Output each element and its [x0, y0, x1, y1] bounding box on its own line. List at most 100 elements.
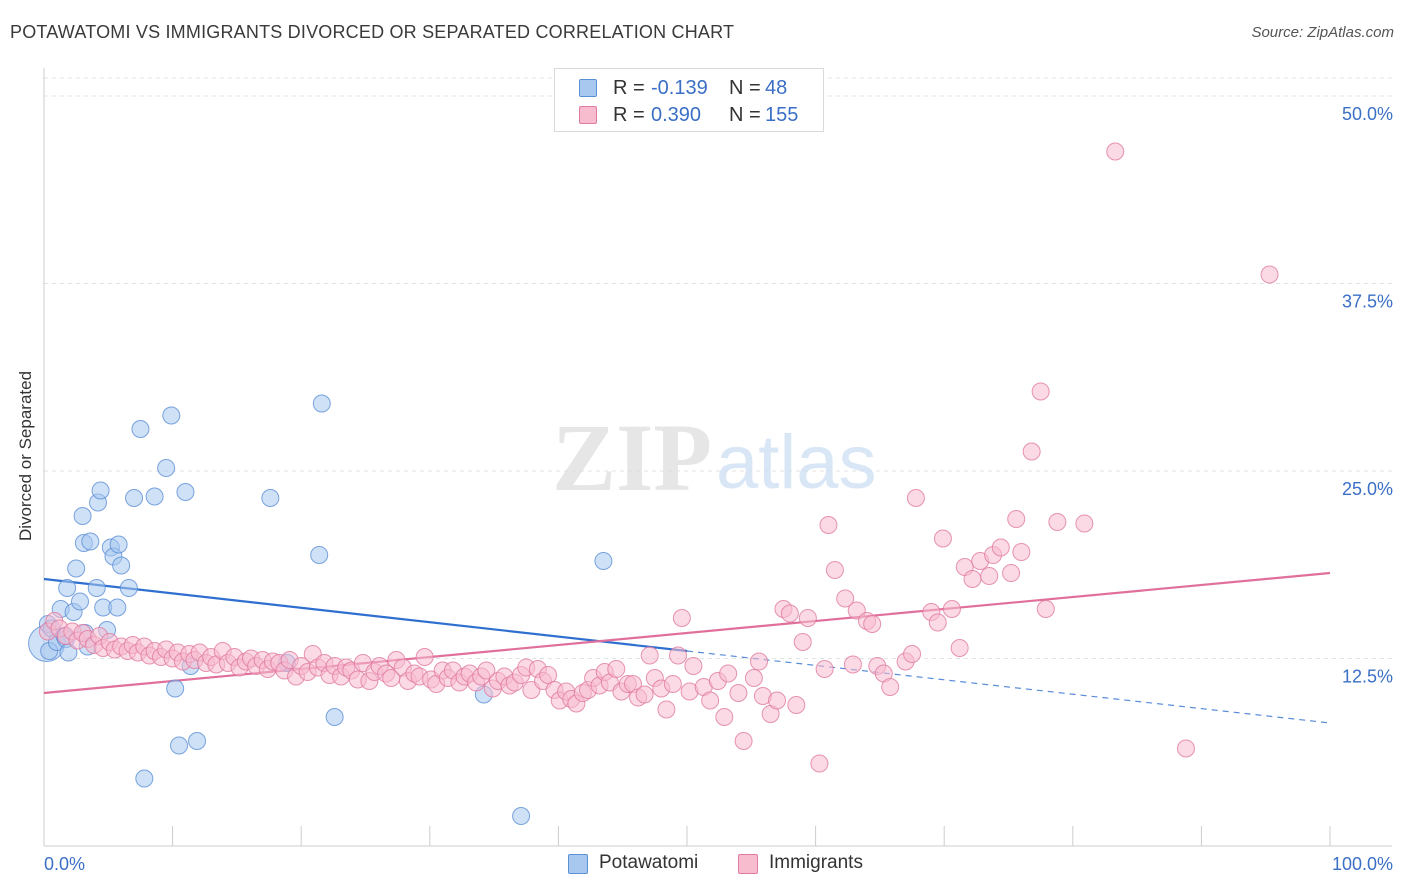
series-label: Immigrants — [769, 852, 863, 873]
legend-n-label: N = — [729, 77, 761, 99]
immigrants-point — [1036, 600, 1055, 618]
potawatomi-point — [261, 489, 280, 507]
immigrants-point — [1022, 442, 1041, 461]
data-points — [28, 142, 1279, 825]
potawatomi-point — [145, 487, 164, 506]
legend-r-label: R = — [613, 77, 645, 99]
immigrants-point — [793, 633, 812, 651]
potawatomi-point — [112, 556, 131, 575]
potawatomi-point — [58, 579, 77, 597]
legend-r-value: 0.390 — [651, 104, 702, 126]
potawatomi-point — [170, 736, 189, 755]
potawatomi-point — [71, 592, 90, 611]
immigrants-point — [825, 561, 844, 579]
trend-lines — [43, 571, 1331, 724]
x-tick-label: 100.0% — [1332, 854, 1393, 874]
potawatomi-point — [91, 481, 110, 500]
potawatomi-point — [157, 459, 176, 477]
immigrants-point — [903, 645, 922, 663]
potawatomi-point — [176, 483, 195, 501]
potawatomi-point — [109, 535, 128, 554]
immigrants-point — [640, 646, 659, 665]
immigrants-point — [906, 489, 925, 507]
immigrants-point — [1176, 739, 1195, 758]
potawatomi-point — [162, 406, 181, 425]
potawatomi-point — [166, 679, 185, 698]
immigrants-point — [836, 589, 855, 608]
immigrants-point — [810, 754, 829, 773]
immigrants-point — [672, 609, 691, 627]
immigrants-point — [415, 648, 434, 666]
immigrants-point — [744, 669, 763, 687]
potawatomi-point — [325, 708, 344, 726]
watermark: ZIP atlas — [552, 404, 877, 511]
y-axis-label: Divorced or Separated — [16, 370, 35, 542]
correlation-legend: R = -0.139 N = 48 R = 0.390 N = 155 — [554, 68, 824, 132]
immigrants-point — [863, 615, 882, 633]
watermark-atlas: atlas — [716, 420, 877, 505]
legend-r-label: R = — [613, 104, 645, 126]
immigrants-point — [1075, 514, 1094, 533]
potawatomi-trend-extension — [686, 650, 1331, 724]
potawatomi-point — [594, 552, 613, 570]
immigrants-point — [780, 604, 799, 623]
potawatomi-point — [188, 732, 207, 750]
immigrants-point — [701, 691, 720, 710]
potawatomi-point — [312, 394, 331, 413]
immigrants-point — [539, 666, 558, 684]
immigrants-point — [607, 660, 626, 678]
immigrants-point — [635, 685, 654, 704]
x-tick-label: 0.0% — [44, 854, 85, 874]
potawatomi-point — [125, 489, 144, 507]
legend-r-value: -0.139 — [651, 77, 708, 99]
immigrants-point — [843, 655, 862, 674]
tick-labels: 12.5% 25.0% 37.5% 50.0% 0.0% 100.0% — [44, 104, 1393, 874]
y-tick-label: 25.0% — [1342, 479, 1393, 499]
immigrants-point — [991, 538, 1010, 557]
potawatomi-point — [119, 579, 138, 597]
legend-n-value: 155 — [765, 104, 799, 126]
series-swatch-immigrants — [738, 854, 758, 874]
legend-row-immigrants: R = 0.390 N = 155 — [555, 101, 823, 127]
immigrants-point — [933, 529, 952, 548]
legend-swatch-potawatomi — [579, 79, 597, 97]
series-label: Potawatomi — [599, 852, 699, 873]
potawatomi-point — [310, 546, 329, 564]
potawatomi-point — [81, 532, 100, 551]
immigrants-point — [980, 567, 999, 585]
immigrants-point — [684, 657, 703, 675]
potawatomi-point — [67, 559, 86, 578]
watermark-zip: ZIP — [552, 404, 712, 511]
immigrants-point — [663, 675, 682, 693]
immigrants-point — [950, 639, 969, 657]
immigrants-point — [928, 613, 947, 632]
immigrants-point — [1106, 142, 1125, 161]
potawatomi-point — [73, 507, 92, 525]
immigrants-point — [1007, 510, 1026, 528]
chart-title: POTAWATOMI VS IMMIGRANTS DIVORCED OR SEP… — [10, 22, 735, 42]
immigrants-point — [798, 609, 817, 627]
immigrants-point — [768, 691, 787, 710]
immigrants-point — [729, 684, 748, 702]
legend-n-label: N = — [729, 104, 761, 126]
immigrants-point — [1031, 382, 1050, 401]
immigrants-point — [787, 696, 806, 714]
immigrants-point — [819, 516, 838, 534]
immigrants-point — [1012, 543, 1031, 561]
y-tick-label: 37.5% — [1342, 292, 1393, 312]
potawatomi-point — [87, 579, 106, 597]
immigrants-point — [1002, 564, 1021, 582]
potawatomi-point — [512, 807, 531, 825]
legend-n-value: 48 — [765, 77, 788, 99]
immigrants-point — [477, 661, 496, 680]
immigrants-point — [1048, 513, 1067, 531]
potawatomi-point — [135, 769, 154, 788]
y-tick-label: 50.0% — [1342, 104, 1393, 124]
legend-swatch-immigrants — [579, 106, 597, 124]
grid-lines — [44, 77, 1392, 659]
immigrants-point — [881, 678, 900, 696]
immigrants-point — [750, 652, 769, 671]
immigrants-point — [942, 600, 961, 618]
immigrants-point — [668, 646, 687, 665]
